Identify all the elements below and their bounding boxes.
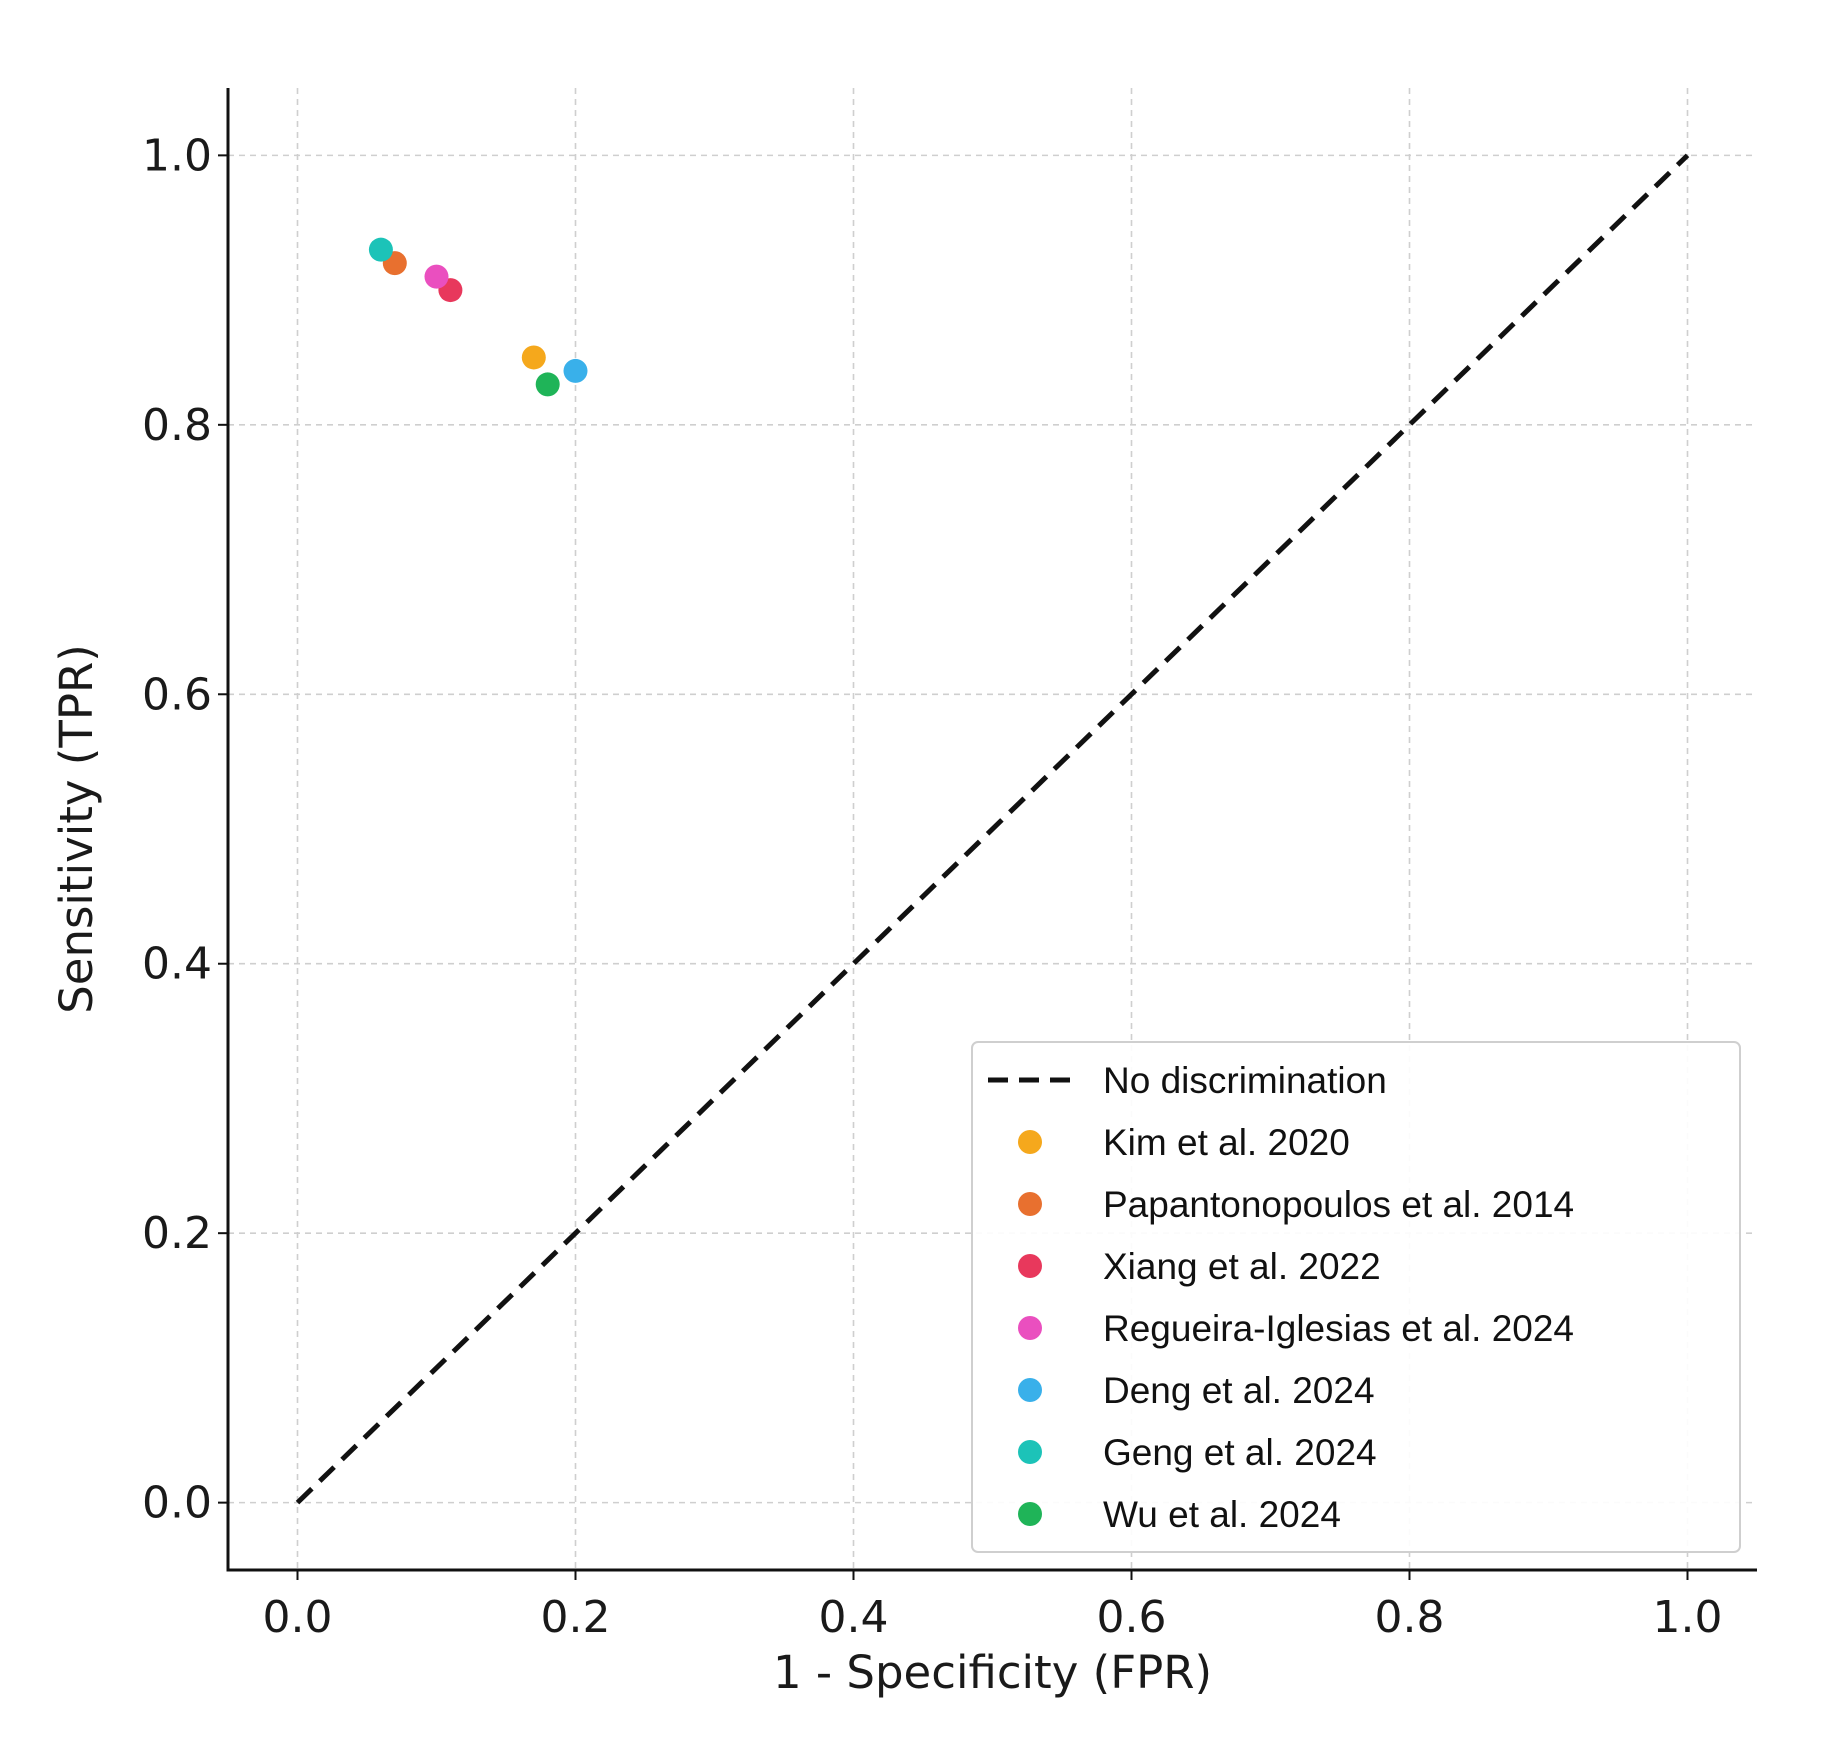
data-points-layer (368, 237, 588, 397)
legend-label: Wu et al. 2024 (1103, 1494, 1341, 1535)
y-tick-label: 0.4 (142, 939, 212, 990)
legend-marker (1018, 1192, 1042, 1216)
legend-label: Deng et al. 2024 (1103, 1370, 1375, 1411)
x-tick-label: 0.4 (819, 1592, 889, 1643)
axes-layer (218, 88, 1757, 1580)
y-tick-label: 0.6 (142, 669, 212, 720)
legend-marker (1018, 1316, 1042, 1340)
legend-label: Kim et al. 2020 (1103, 1122, 1350, 1163)
legend-label: Papantonopoulos et al. 2014 (1103, 1184, 1574, 1225)
legend-label: Geng et al. 2024 (1103, 1432, 1377, 1473)
legend-marker (1018, 1440, 1042, 1464)
y-tick-label: 0.2 (142, 1208, 212, 1259)
legend: No discrimination Kim et al. 2020 Papanton… (971, 1041, 1741, 1553)
legend-label: Xiang et al. 2022 (1103, 1246, 1381, 1287)
legend-marker (1018, 1378, 1042, 1402)
legend-marker (1018, 1254, 1042, 1278)
y-axis-title: Sensitivity (TPR) (50, 644, 103, 1014)
grid-layer (228, 88, 1757, 1570)
y-tick-label: 0.0 (142, 1478, 212, 1529)
tick-labels-layer: 0.0 0.2 0.4 0.6 0.8 1.0 0.0 0.2 0.4 0.6 0.8 1.0 (142, 130, 1722, 1643)
reference-line (295, 153, 1690, 1505)
x-axis-title: 1 - Specificity (FPR) (773, 1646, 1212, 1699)
x-tick-label: 0.8 (1375, 1592, 1445, 1643)
legend-box (971, 1041, 1741, 1553)
data-point (563, 358, 588, 383)
reference-line-layer (295, 153, 1690, 1505)
data-point (521, 345, 546, 370)
legend-marker (1018, 1130, 1042, 1154)
legend-label: Regueira-Iglesias et al. 2024 (1103, 1308, 1574, 1349)
x-tick-label: 0.6 (1097, 1592, 1167, 1643)
data-point (368, 237, 393, 262)
x-tick-label: 1.0 (1653, 1592, 1723, 1643)
y-tick-label: 1.0 (142, 130, 212, 181)
legend-label: No discrimination (1103, 1060, 1387, 1101)
data-point (535, 372, 560, 397)
x-tick-label: 0.0 (263, 1592, 333, 1643)
x-tick-label: 0.2 (541, 1592, 611, 1643)
y-tick-label: 0.8 (142, 400, 212, 451)
data-point (424, 264, 449, 289)
legend-marker (1018, 1502, 1042, 1526)
